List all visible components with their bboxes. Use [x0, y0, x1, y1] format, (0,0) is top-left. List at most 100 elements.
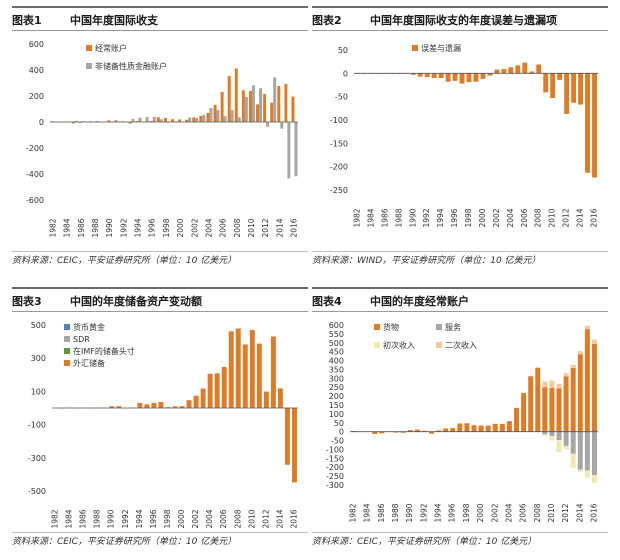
bar [294, 122, 298, 177]
y-tick-label: 0 [39, 118, 44, 127]
bar [163, 117, 167, 122]
x-tick-label: 2008 [233, 218, 242, 237]
bar [151, 402, 157, 408]
bar [135, 120, 139, 122]
bar [287, 122, 291, 179]
y-tick-label: 250 [329, 383, 344, 392]
x-tick-label: 2010 [247, 509, 256, 528]
source-note: 资料来源：CEIC，平安证券研究所（单位：10 亿美元） [312, 532, 608, 551]
legend-label: 外汇储备 [73, 358, 105, 368]
x-tick-label: 2000 [177, 509, 186, 528]
bar [549, 435, 555, 441]
x-tick-label: 1986 [377, 503, 386, 522]
x-tick-label: 1982 [49, 218, 58, 237]
x-tick-label: 2012 [561, 503, 570, 522]
bar [556, 383, 562, 389]
bar [514, 407, 519, 432]
figure-number: 图表2 [312, 14, 342, 27]
bar [213, 104, 217, 122]
bar [144, 404, 150, 408]
bar [237, 117, 241, 122]
bar [443, 428, 449, 432]
bar [251, 85, 255, 122]
x-tick-label: 2006 [519, 503, 528, 522]
bar [277, 85, 281, 122]
bar [528, 376, 534, 432]
x-tick-label: 1998 [464, 208, 473, 227]
bar [499, 423, 505, 432]
x-tick-label: 1990 [405, 503, 414, 522]
bar [556, 431, 562, 441]
bar [259, 88, 263, 122]
bar [563, 376, 569, 432]
x-tick-label: 1986 [380, 208, 389, 227]
legend-label: SDR [73, 335, 90, 344]
bar [256, 104, 260, 122]
x-tick-label: 1988 [91, 218, 100, 237]
bar [221, 366, 227, 408]
x-tick-label: 1996 [148, 218, 157, 237]
bar [74, 120, 78, 122]
bar [457, 423, 463, 432]
y-tick-label: -100 [330, 116, 348, 125]
bar [284, 408, 290, 465]
x-tick-label: 1988 [394, 208, 403, 227]
y-tick-label: 150 [329, 401, 344, 410]
bar [407, 430, 413, 432]
legend-swatch [436, 342, 442, 348]
bar [179, 406, 185, 408]
chart-header: 图表2 中国年度国际收支的年度误差与遗漏项 [312, 6, 608, 31]
bar [584, 329, 590, 432]
x-tick-label: 1984 [65, 509, 74, 528]
bar [529, 71, 535, 74]
bar [466, 73, 472, 83]
bar [171, 119, 174, 122]
bar [156, 117, 160, 122]
legend-label: 经常账户 [95, 43, 127, 53]
bar [549, 431, 555, 436]
bar [506, 421, 512, 432]
bar [185, 119, 189, 122]
bar [591, 343, 597, 432]
x-tick-label: 2002 [190, 218, 199, 237]
chart-panel-4: 图表4 中国的年度经常账户 -300 -250 -200 -150 -100 -50 0 50… [312, 287, 608, 553]
x-tick-label: 1998 [462, 503, 471, 522]
bar-chart-2: -250 -200 -150 -100 -50 0 50 1982 1984 1986 1988 19… [330, 43, 599, 228]
bar [570, 367, 576, 432]
bar [436, 430, 442, 432]
y-tick-label: -250 [330, 186, 348, 195]
x-tick-label: 1992 [419, 503, 428, 522]
y-tick-label: 50 [334, 419, 344, 428]
chart-header: 图表4 中国的年度经常账户 [312, 287, 608, 312]
y-tick-label: 0 [339, 428, 344, 437]
bar [424, 73, 430, 78]
bar [549, 387, 555, 432]
y-tick-label: 550 [329, 330, 344, 339]
figure-title: 中国年度国际收支的年度误差与遗漏项 [370, 14, 557, 27]
x-tick-label: 1992 [119, 218, 128, 237]
bar [536, 64, 542, 74]
legend-label: 非储备性质金融账户 [95, 61, 167, 71]
y-tick-label: 300 [31, 354, 46, 363]
y-tick-label: 200 [329, 392, 344, 401]
y-tick-label: -150 [326, 454, 344, 463]
chart-panel-1: 图表1 中国年度国际收支 -600 -400 -200 0 200 400 600 1982 1… [12, 6, 308, 272]
x-tick-label: 2000 [176, 218, 185, 237]
bar [172, 406, 178, 408]
bar [223, 116, 227, 122]
bar [480, 73, 486, 79]
bar [400, 431, 406, 433]
source-note: 资料来源：CEIC，平安证券研究所（单位：10 亿美元） [12, 251, 308, 270]
bar [71, 122, 75, 124]
legend-label: 二次收入 [445, 340, 477, 350]
bar [165, 407, 171, 408]
bar [78, 122, 82, 123]
bar [379, 431, 385, 434]
y-tick-label: -500 [28, 487, 46, 496]
x-tick-label: 1984 [363, 503, 372, 522]
x-tick-label: 1998 [163, 509, 172, 528]
bar [543, 73, 549, 93]
bar [410, 73, 416, 75]
x-tick-label: 2006 [520, 208, 529, 227]
